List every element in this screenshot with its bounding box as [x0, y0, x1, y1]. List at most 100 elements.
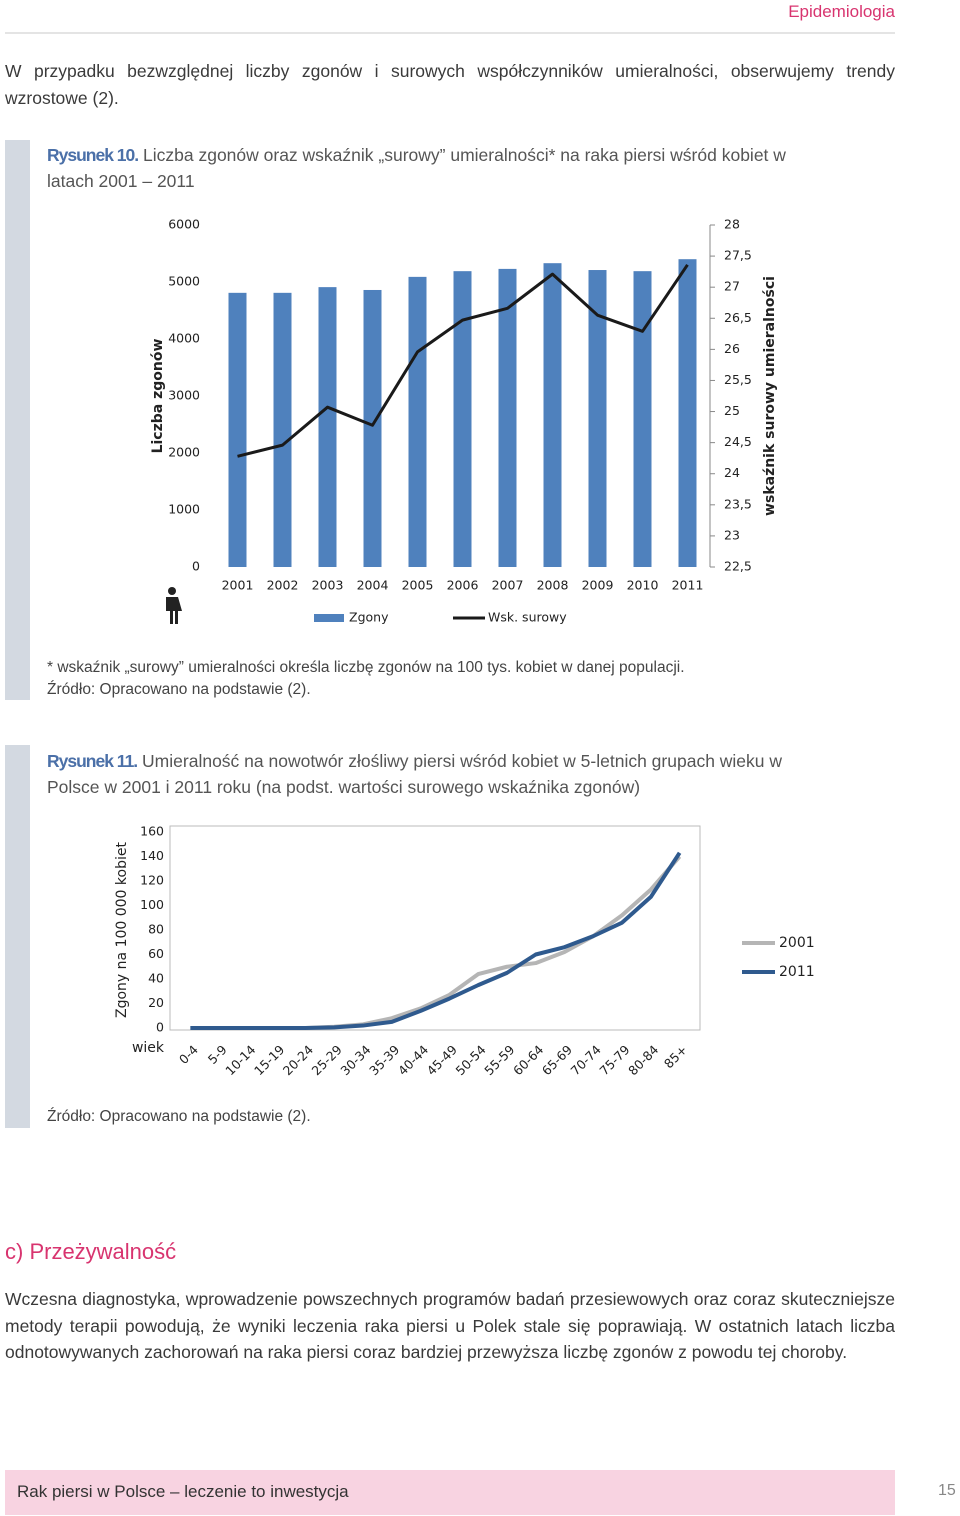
x-tick-label: 25-29 [309, 1042, 345, 1078]
y2-tick-label: 26,5 [724, 310, 752, 325]
x-axis-title: wiek [132, 1040, 165, 1056]
bar [633, 271, 652, 567]
y-tick-label: 0 [192, 559, 200, 574]
footer-title: Rak piersi w Polsce – leczenie to inwest… [17, 1482, 349, 1501]
figure-source: Źródło: Opracowano na podstawie (2). [47, 681, 311, 698]
y2-tick-label: 27 [724, 279, 740, 294]
y2-tick-label: 23,5 [724, 496, 752, 511]
y2-tick-label: 23 [724, 527, 740, 542]
x-tick-label: 85+ [661, 1042, 690, 1071]
x-tick-label: 40-44 [395, 1042, 431, 1078]
bar [363, 289, 382, 567]
x-tick-label: 2005 [402, 578, 434, 593]
figure-title: Umieralność na nowotwór złośliwy piersi … [47, 751, 783, 797]
y-tick-label: 4000 [168, 331, 200, 346]
series-line [190, 851, 682, 1030]
series-line [237, 263, 689, 458]
bar [318, 287, 337, 567]
y-tick-label: 60 [148, 946, 164, 961]
y-tick-label: 1000 [168, 502, 200, 517]
y2-tick-label: 26 [724, 341, 740, 356]
x-tick-label: 60-64 [510, 1042, 546, 1078]
y2-tick-label: 22,5 [724, 559, 752, 574]
bar [588, 270, 607, 567]
figure-caption: Rysunek 11. Umieralność na nowotwór złoś… [47, 748, 827, 800]
bar [678, 259, 697, 567]
y-tick-label: 0 [156, 1020, 164, 1035]
x-tick-label: 15-19 [251, 1042, 287, 1078]
y-tick-label: 5000 [168, 274, 200, 289]
figure-sidebar [5, 745, 30, 1128]
x-tick-label: 30-34 [337, 1042, 373, 1078]
figure-title: Liczba zgonów oraz wskaźnik „surowy” umi… [47, 145, 786, 191]
bar [228, 292, 247, 567]
footer-band [5, 1470, 895, 1515]
section-title: c) Przeżywalność [5, 1239, 177, 1264]
bar [408, 276, 427, 567]
x-tick-label: 20-24 [280, 1042, 316, 1078]
y-tick-label: 40 [148, 971, 164, 986]
section-body: Wczesna diagnostyka, wprowadzenie powsze… [5, 1289, 895, 1362]
bar [498, 268, 517, 567]
plot-frame [169, 825, 701, 1031]
bar [273, 292, 292, 567]
x-tick-label: 2008 [537, 578, 569, 593]
y-axis-title: Liczba zgonów [150, 339, 166, 454]
intro-text: W przypadku bezwzględnej liczby zgonów i… [5, 61, 895, 108]
x-tick-label: 2006 [447, 578, 479, 593]
x-tick-label: 2004 [357, 578, 389, 593]
x-tick-label: 10-14 [222, 1042, 258, 1078]
bar [453, 271, 472, 567]
y-tick-label: 80 [148, 922, 164, 937]
legend-label: 2001 [779, 935, 815, 951]
x-tick-label: 75-79 [596, 1042, 632, 1078]
figure-label: Rysunek 11. [47, 751, 138, 771]
bar [543, 263, 562, 567]
page-number: 15 [938, 1482, 956, 1499]
x-tick-label: 2010 [627, 578, 659, 593]
y2-tick-label: 24 [724, 465, 740, 480]
woman-icon [166, 587, 182, 624]
figure-label: Rysunek 10. [47, 145, 139, 165]
x-tick-label: 55-59 [481, 1042, 517, 1078]
legend-label: Zgony [349, 610, 389, 625]
y2-tick-label: 27,5 [724, 248, 752, 263]
x-tick-label: 2003 [312, 578, 344, 593]
x-tick-label: 2011 [672, 578, 704, 593]
figure-sidebar [5, 140, 30, 700]
x-tick-label: 80-84 [625, 1042, 661, 1078]
x-tick-label: 35-39 [366, 1042, 402, 1078]
x-tick-label: 2007 [492, 578, 524, 593]
legend-swatch [314, 614, 344, 622]
y-tick-label: 120 [140, 873, 164, 888]
section-header: Epidemiologia [788, 2, 895, 21]
y-tick-label: 140 [140, 848, 164, 863]
legend-label: 2011 [779, 964, 815, 980]
y-tick-label: 3000 [168, 388, 200, 403]
y-tick-label: 2000 [168, 445, 200, 460]
x-tick-label: 50-54 [452, 1042, 488, 1078]
x-tick-label: 45-49 [424, 1042, 460, 1078]
y-tick-label: 160 [140, 824, 164, 839]
x-tick-label: 70-74 [568, 1042, 604, 1078]
x-tick-label: 2002 [267, 578, 299, 593]
y2-tick-label: 28 [724, 217, 740, 232]
x-tick-label: 2009 [582, 578, 614, 593]
y-axis-title: Zgony na 100 000 kobiet [114, 842, 130, 1018]
y-tick-label: 20 [148, 995, 164, 1010]
x-tick-label: 0-4 [176, 1042, 201, 1067]
figure-note: * wskaźnik „surowy” umieralności określa… [47, 659, 685, 676]
y2-tick-label: 24,5 [724, 434, 752, 449]
y2-tick-label: 25 [724, 403, 740, 418]
figure-source: Źródło: Opracowano na podstawie (2). [47, 1108, 311, 1125]
x-tick-label: 65-69 [539, 1042, 575, 1078]
legend-label: Wsk. surowy [488, 610, 567, 625]
series-line [190, 855, 682, 1030]
x-tick-label: 2001 [222, 578, 254, 593]
y2-tick-label: 25,5 [724, 372, 752, 387]
y-tick-label: 6000 [168, 217, 200, 232]
figure-caption: Rysunek 10. Liczba zgonów oraz wskaźnik … [47, 142, 827, 194]
y-tick-label: 100 [140, 897, 164, 912]
